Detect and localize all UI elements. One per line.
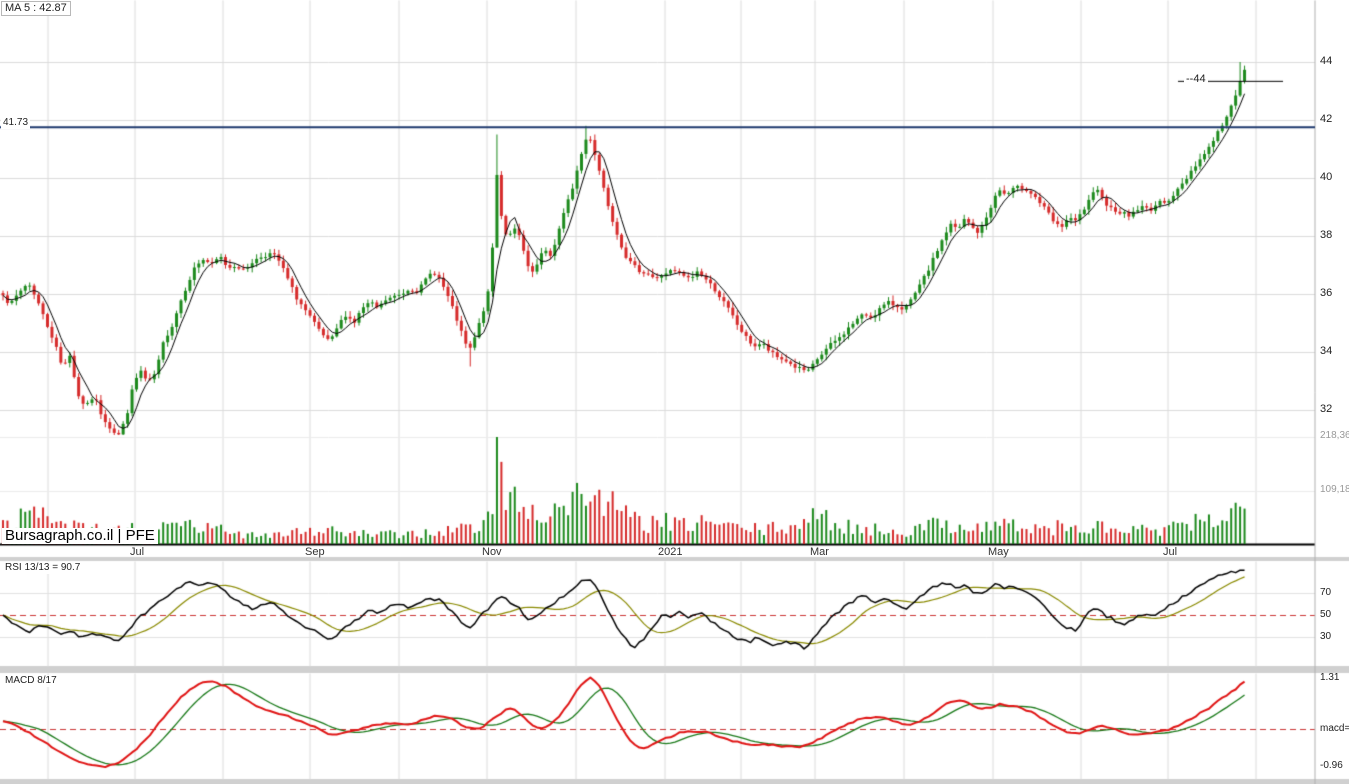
last-price-annotation: --44 — [1184, 73, 1208, 85]
x-axis-label: Jul — [130, 546, 145, 558]
price-axis-label: 38 — [1320, 229, 1333, 241]
x-axis-label: Nov — [482, 546, 502, 558]
price-axis-label: 36 — [1320, 287, 1333, 299]
macd-axis-label: macd=0 — [1320, 723, 1349, 734]
rsi-axis-label: 30 — [1320, 631, 1332, 642]
hline-price-label: 41.73 — [1, 117, 31, 129]
x-axis-label: 2021 — [658, 546, 683, 558]
x-axis-label: Mar — [810, 546, 829, 558]
rsi-indicator-label: RSI 13/13 = 90.7 — [3, 562, 83, 574]
x-axis-label: Jul — [1163, 546, 1178, 558]
macd-indicator-label: MACD 8/17 — [3, 675, 59, 687]
rsi-axis-label: 70 — [1320, 587, 1332, 598]
x-axis-label: May — [988, 546, 1009, 558]
x-axis-label: Sep — [305, 546, 325, 558]
rsi-axis-label: 50 — [1320, 609, 1332, 620]
macd-axis-label: -0.96 — [1320, 760, 1343, 771]
macd-axis-label: 1.31 — [1320, 672, 1340, 683]
price-axis-label: 34 — [1320, 345, 1333, 357]
price-axis-label: 40 — [1320, 171, 1333, 183]
volume-axis-label: 218,362 — [1320, 430, 1349, 441]
volume-axis-label: 109,181 — [1320, 484, 1349, 495]
ma-indicator-label: MA 5 : 42.87 — [1, 1, 71, 16]
price-axis-label: 42 — [1320, 113, 1333, 125]
price-axis-label: 44 — [1320, 55, 1333, 67]
price-axis-label: 32 — [1320, 403, 1333, 415]
site-watermark: Bursagraph.co.il | PFE — [2, 528, 158, 544]
